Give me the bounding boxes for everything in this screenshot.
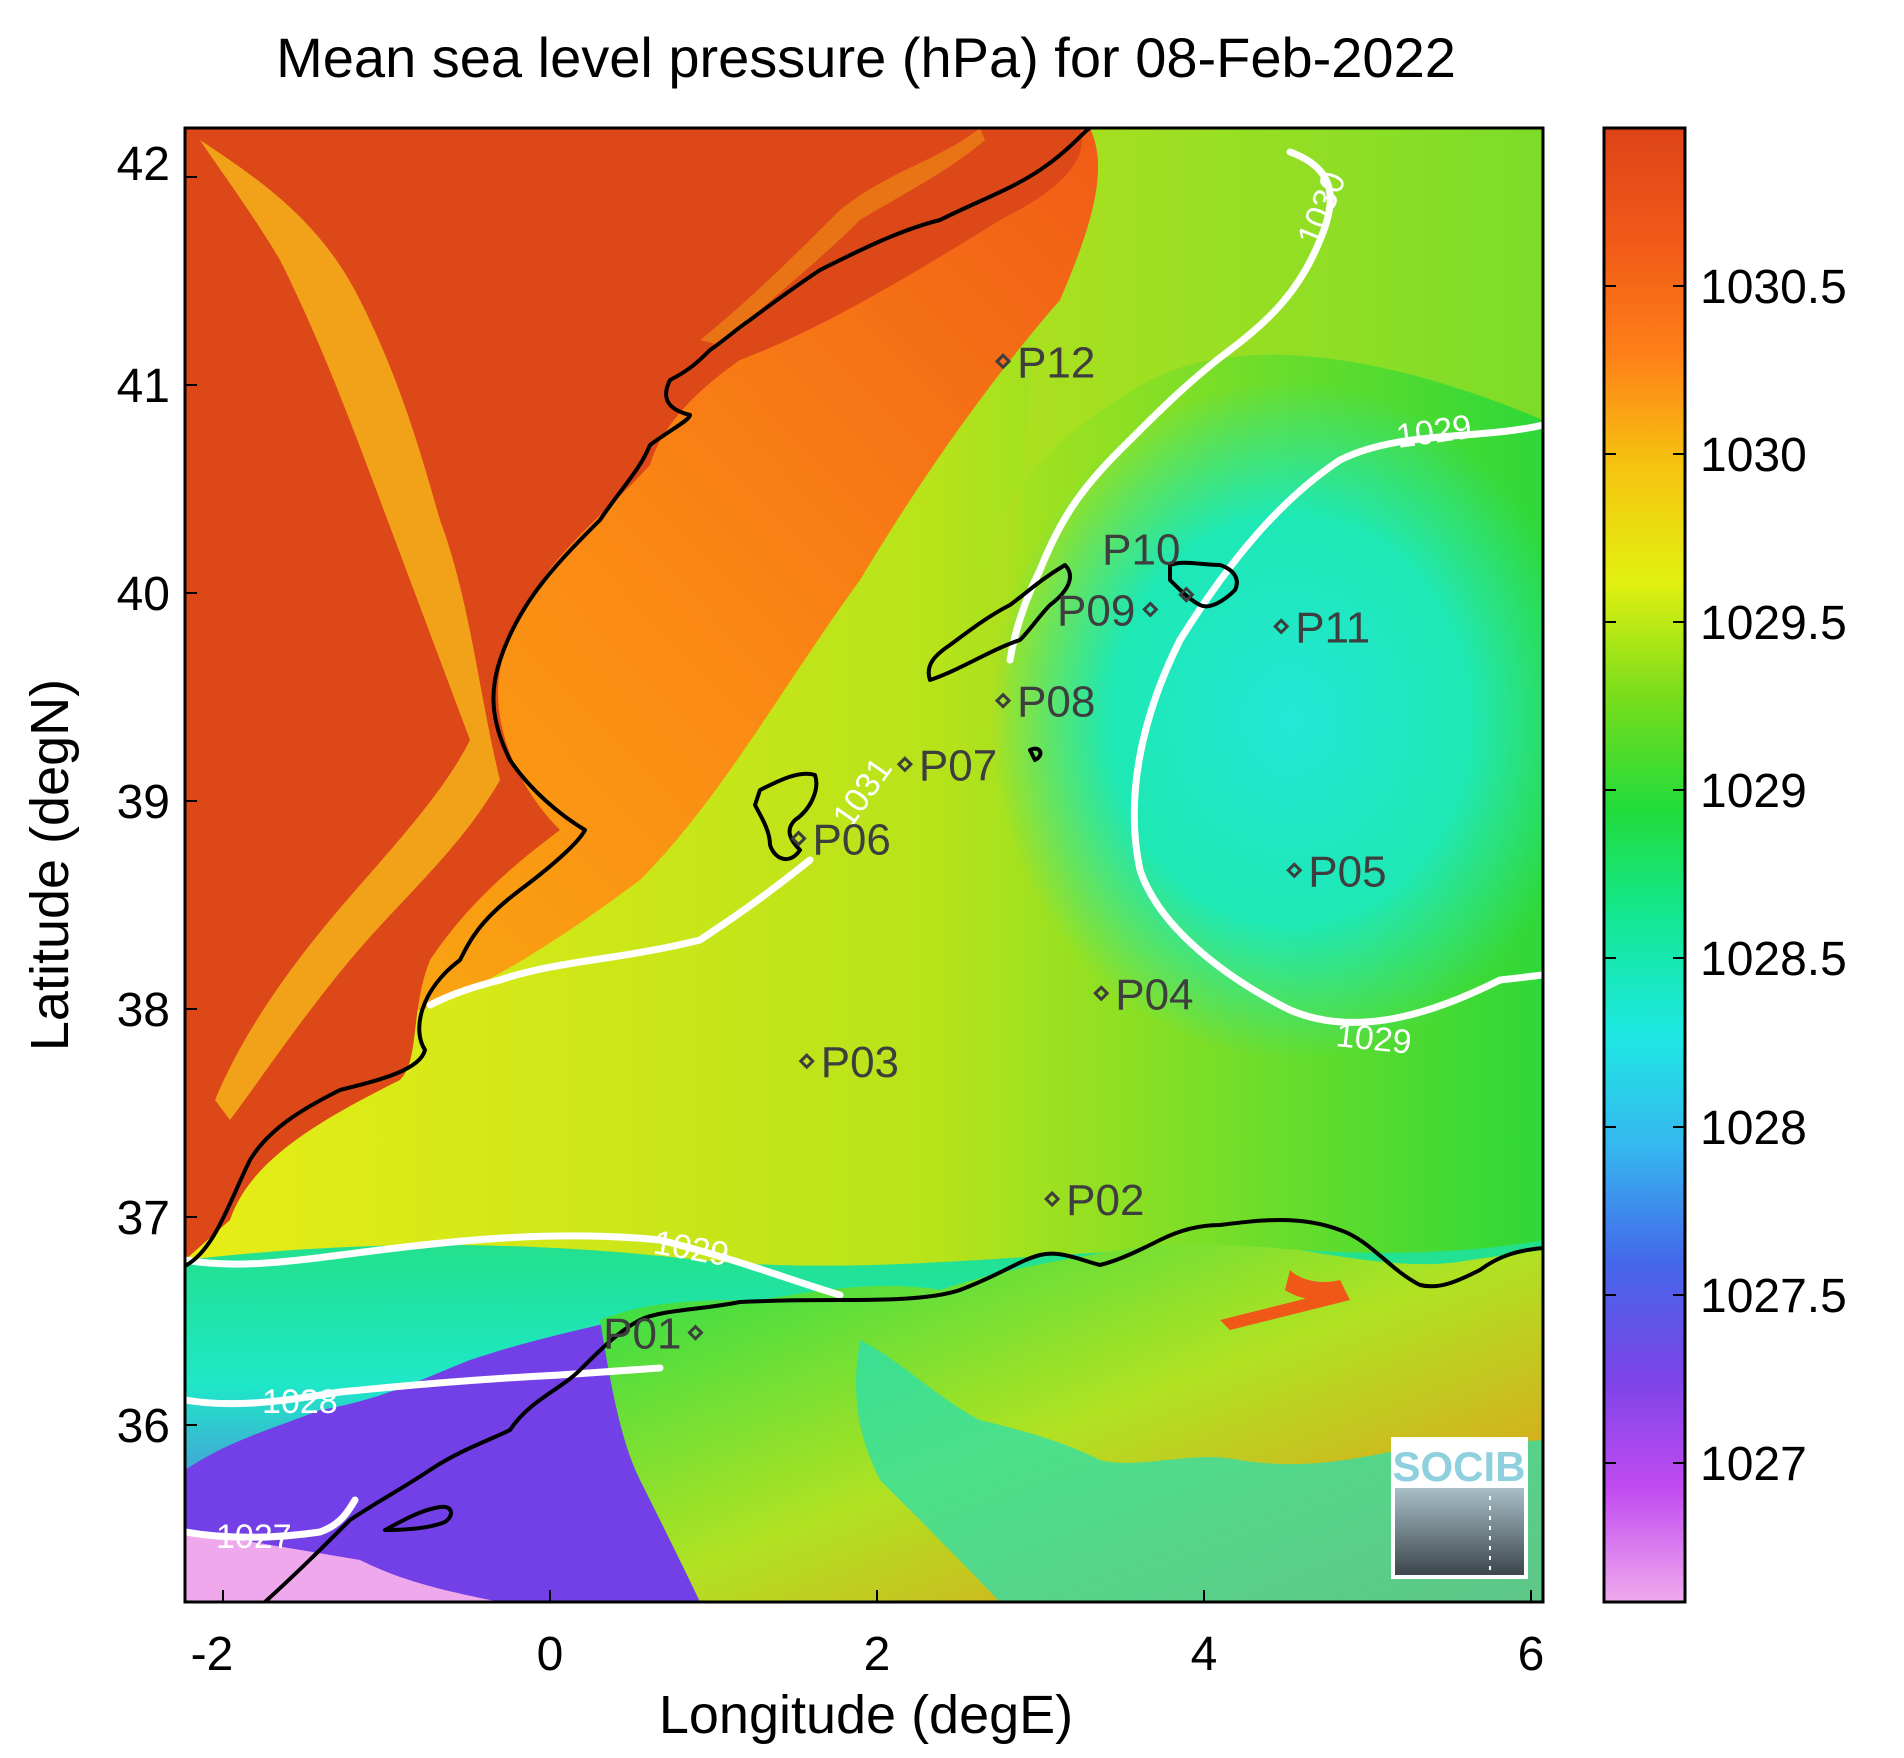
colorbar: 1027 1027.5 1028 1028.5 1029 1029.5 1030… (1602, 126, 1847, 1604)
low-pressure-cell (990, 380, 1543, 1060)
y-tick-label: 38 (117, 984, 170, 1037)
station-marker (994, 692, 1012, 709)
pressure-map: 1030 1029 1031 1029 1029 1028 1027 P01P0… (185, 128, 1543, 1602)
plot-frame (183, 126, 1545, 1604)
y-axis-label: Latitude (degN) (20, 679, 80, 1051)
station-marker (1286, 862, 1303, 879)
station-markers: P01 P02 P03 P04 P05 P06 P07 P08 P09 P10 P11 P12 (603, 338, 1386, 1358)
station-marker (1142, 601, 1159, 618)
coastal-pattern (700, 128, 985, 345)
station-label: P06 (813, 815, 891, 864)
socib-logo: SOCIB (1391, 1437, 1528, 1579)
y-tick-label: 40 (117, 568, 170, 621)
station-label: P02 (1066, 1176, 1144, 1225)
station-label: P08 (1017, 678, 1095, 727)
station-marker (896, 756, 914, 773)
highland-pattern (200, 140, 500, 1120)
x-tick-label: 0 (537, 1628, 564, 1681)
logo-text: SOCIB (1392, 1443, 1525, 1490)
southwest-low-pattern (185, 1530, 500, 1602)
isobar-1029-east (1130, 421, 1543, 1026)
station-marker (790, 830, 807, 847)
african-ridge-2 (1285, 1270, 1350, 1302)
station-marker (994, 353, 1012, 370)
x-axis: -2 0 2 4 6 Longitude (degE) (191, 1590, 1545, 1745)
colorbar-tick-label: 1029 (1700, 765, 1807, 818)
station-label: P01 (603, 1310, 681, 1359)
isobar-1028 (185, 1364, 664, 1408)
iberian-land (185, 128, 1082, 1260)
station-marker (1273, 618, 1290, 635)
isobar-1027 (185, 1496, 359, 1541)
x-tick-label: -2 (191, 1628, 234, 1681)
isobar-label: 1028 (262, 1383, 338, 1421)
colorbar-tick-label: 1028.5 (1700, 933, 1847, 986)
station-label: P09 (1057, 586, 1135, 635)
y-tick-label: 39 (117, 776, 170, 829)
ibiza-coastline (753, 771, 819, 861)
station-marker (1178, 586, 1195, 603)
southern-island-coastline (383, 1504, 453, 1532)
station-label: P04 (1115, 970, 1193, 1019)
isobar-1030-north (1006, 148, 1334, 664)
y-tick-label: 41 (117, 360, 170, 413)
station-label: P03 (821, 1038, 899, 1087)
isobar-1030-west (426, 856, 814, 1009)
mallorca-coastline (926, 563, 1072, 682)
colorbar-tick-label: 1030 (1700, 429, 1807, 482)
y-tick-label: 37 (117, 1192, 170, 1245)
isobar-label: 1029 (1334, 1016, 1413, 1062)
x-tick-label: 2 (864, 1628, 891, 1681)
map-title: Mean sea level pressure (hPa) for 08-Feb… (276, 26, 1456, 89)
colorbar-tick-label: 1029.5 (1700, 597, 1847, 650)
colorbar-tick-label: 1027 (1700, 1438, 1807, 1491)
x-tick-label: 4 (1191, 1628, 1218, 1681)
colorbar-tick-label: 1030.5 (1700, 261, 1847, 314)
colorbar-tick-marks (1604, 285, 1685, 1464)
station-label: P11 (1295, 603, 1370, 652)
coastlines (185, 128, 1543, 1602)
y-tick-label: 36 (117, 1400, 170, 1453)
x-tick-marks (222, 1590, 1532, 1602)
isobar-label: 1027 (216, 1518, 292, 1556)
y-tick-label: 42 (117, 138, 170, 191)
isobar-1029-south (185, 1232, 844, 1299)
colorbar-tick-label: 1028 (1700, 1102, 1807, 1155)
station-label: P12 (1017, 338, 1095, 387)
station-label: P10 (1102, 526, 1180, 575)
african-cool-pattern (856, 1340, 1543, 1602)
station-marker (1044, 1190, 1061, 1208)
north-africa-coastline (263, 1218, 1543, 1602)
station-marker (1093, 985, 1110, 1002)
pressure-gradient-ne (981, 128, 1543, 760)
station-label: P05 (1308, 847, 1386, 896)
station-marker (687, 1324, 704, 1341)
colorbar-tick-label: 1027.5 (1700, 1270, 1847, 1323)
y-tick-marks (185, 176, 197, 1426)
y-axis: 36 37 38 39 40 41 42 Latitude (degN) (20, 138, 197, 1453)
x-axis-label: Longitude (degE) (659, 1685, 1073, 1745)
cabrera-coastline (1028, 746, 1043, 762)
logo-wave (1395, 1488, 1524, 1575)
colorbar-scale (1602, 126, 1687, 1604)
spain-coastline (185, 128, 1092, 1268)
x-tick-label: 6 (1518, 1628, 1545, 1681)
station-label: P07 (919, 741, 997, 790)
station-marker (798, 1053, 815, 1070)
isobars (185, 148, 1543, 1541)
